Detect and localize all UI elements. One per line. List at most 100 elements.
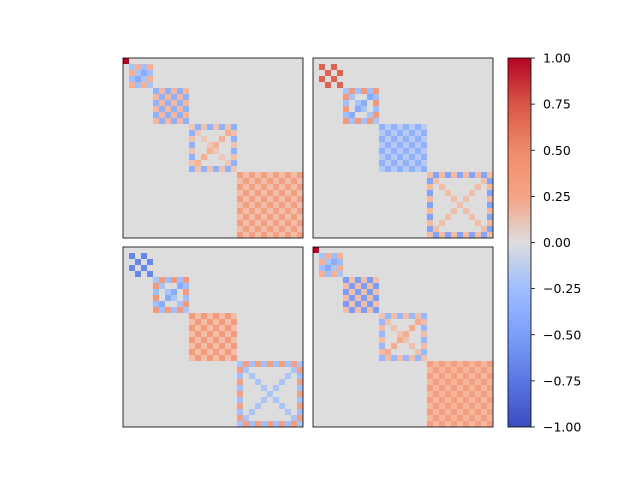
- heatmap-cell: [249, 319, 256, 326]
- heatmap-cell: [255, 283, 262, 290]
- heatmap-cell: [463, 247, 470, 254]
- heatmap-cell: [261, 307, 268, 314]
- heatmap-cell: [219, 130, 226, 137]
- heatmap-cell: [255, 220, 262, 227]
- heatmap-cell: [481, 415, 488, 422]
- heatmap-cell: [141, 76, 148, 83]
- heatmap-cell: [355, 373, 362, 380]
- heatmap-cell: [189, 76, 196, 83]
- heatmap-cell: [135, 409, 142, 416]
- heatmap-cell: [463, 331, 470, 338]
- heatmap-cell: [249, 379, 256, 386]
- heatmap-cell: [397, 343, 404, 350]
- heatmap-cell: [267, 331, 274, 338]
- heatmap-cell: [141, 82, 148, 89]
- heatmap-cell: [481, 136, 488, 143]
- heatmap-cell: [255, 184, 262, 191]
- heatmap-cell: [279, 247, 286, 254]
- heatmap-cell: [463, 409, 470, 416]
- heatmap-cell: [231, 76, 238, 83]
- heatmap-cell: [349, 361, 356, 368]
- heatmap-cell: [195, 361, 202, 368]
- heatmap-cell: [457, 202, 464, 209]
- heatmap-cell: [171, 190, 178, 197]
- heatmap-cell: [201, 409, 208, 416]
- heatmap-cell: [379, 118, 386, 125]
- heatmap-cell: [331, 160, 338, 167]
- heatmap-cell: [285, 208, 292, 215]
- heatmap-cell: [415, 361, 422, 368]
- heatmap-cell: [463, 226, 470, 233]
- heatmap-cell: [415, 226, 422, 233]
- heatmap-cell: [337, 220, 344, 227]
- heatmap-cell: [421, 247, 428, 254]
- heatmap-cell: [285, 154, 292, 161]
- heatmap-cell: [153, 415, 160, 422]
- heatmap-cell: [177, 124, 184, 131]
- heatmap-cell: [123, 301, 130, 308]
- heatmap-cell: [481, 220, 488, 227]
- heatmap-cell: [177, 349, 184, 356]
- heatmap-cell: [147, 112, 154, 119]
- heatmap-cell: [237, 265, 244, 272]
- heatmap-cell: [285, 253, 292, 260]
- heatmap-cell: [243, 184, 250, 191]
- heatmap-cell: [421, 82, 428, 89]
- heatmap-cell: [207, 265, 214, 272]
- heatmap-cell: [337, 409, 344, 416]
- heatmap-cell: [343, 277, 350, 284]
- heatmap-cell: [421, 124, 428, 131]
- heatmap-cell: [415, 409, 422, 416]
- heatmap-cell: [195, 265, 202, 272]
- heatmap-cell: [367, 94, 374, 101]
- heatmap-cell: [279, 70, 286, 77]
- colorbar-tick-label: −0.50: [543, 327, 581, 342]
- heatmap-cell: [463, 172, 470, 179]
- heatmap-cell: [171, 70, 178, 77]
- heatmap-cell: [177, 277, 184, 284]
- heatmap-cell: [463, 355, 470, 362]
- heatmap-cell: [237, 208, 244, 215]
- heatmap-cell: [189, 190, 196, 197]
- heatmap-cell: [219, 82, 226, 89]
- heatmap-cell: [273, 160, 280, 167]
- heatmap-cell: [273, 271, 280, 278]
- heatmap-cell: [385, 106, 392, 113]
- heatmap-cell: [285, 64, 292, 71]
- heatmap-cell: [487, 283, 494, 290]
- heatmap-cell: [291, 337, 298, 344]
- heatmap-cell: [135, 355, 142, 362]
- heatmap-cell: [397, 253, 404, 260]
- heatmap-cell: [297, 301, 304, 308]
- heatmap-cell: [201, 172, 208, 179]
- heatmap-cell: [159, 232, 166, 239]
- heatmap-cell: [475, 130, 482, 137]
- heatmap-cell: [243, 82, 250, 89]
- heatmap-cell: [159, 265, 166, 272]
- heatmap-cell: [409, 391, 416, 398]
- heatmap-cell: [291, 271, 298, 278]
- heatmap-cell: [219, 313, 226, 320]
- heatmap-cell: [189, 58, 196, 65]
- heatmap-cell: [427, 265, 434, 272]
- heatmap-cell: [129, 226, 136, 233]
- heatmap-cell: [201, 184, 208, 191]
- heatmap-cell: [123, 331, 130, 338]
- heatmap-cell: [445, 76, 452, 83]
- heatmap-cell: [415, 232, 422, 239]
- heatmap-cell: [475, 325, 482, 332]
- heatmap-cell: [285, 88, 292, 95]
- heatmap-cell: [361, 112, 368, 119]
- heatmap-cell: [279, 349, 286, 356]
- heatmap-cell: [367, 64, 374, 71]
- heatmap-cell: [147, 94, 154, 101]
- heatmap-cell: [439, 88, 446, 95]
- heatmap-cell: [213, 58, 220, 65]
- heatmap-cell: [177, 385, 184, 392]
- heatmap-cell: [219, 172, 226, 179]
- heatmap-cell: [249, 283, 256, 290]
- heatmap-cell: [273, 355, 280, 362]
- heatmap-cell: [261, 409, 268, 416]
- heatmap-cell: [177, 232, 184, 239]
- heatmap-cell: [297, 397, 304, 404]
